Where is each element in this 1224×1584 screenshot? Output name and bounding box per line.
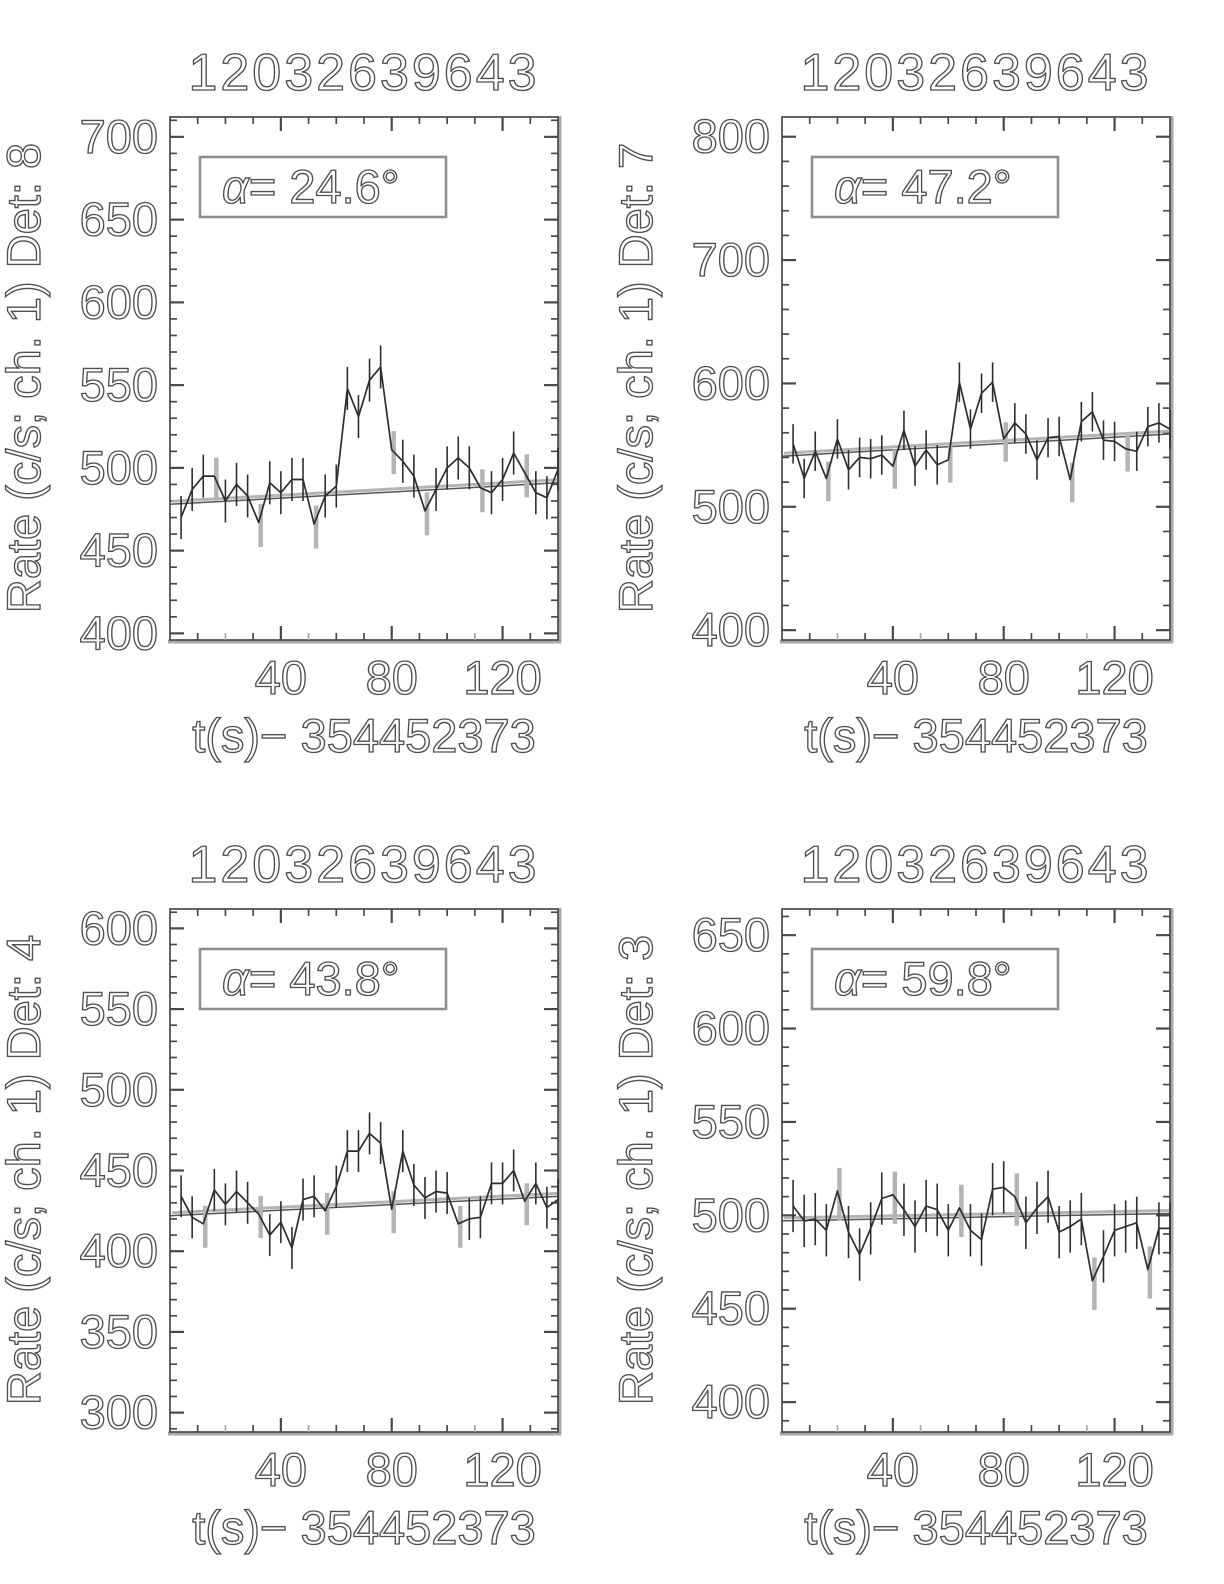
x-tick-label: 80 xyxy=(366,651,418,704)
alpha-value: = 43.8° xyxy=(249,952,400,1005)
error-bars xyxy=(792,362,1171,503)
alpha-label: α= 43.8° xyxy=(222,952,400,1005)
panel-det-4: 12032639643 Rate (c/s; ch. 1) Det: 4 t(s… xyxy=(0,792,612,1584)
x-axis-label: t(s)− 354452373 xyxy=(804,709,1148,762)
x-tick-label: 40 xyxy=(867,1443,919,1496)
y-tick-label: 500 xyxy=(80,1063,158,1116)
y-tick-label: 450 xyxy=(80,524,158,577)
lightcurve-series xyxy=(792,1186,1170,1282)
plot-dynamic: 40 80 120 400 450 500 550 600 650 xyxy=(691,907,1174,1497)
y-tick-label: 500 xyxy=(692,480,770,533)
panel-det-7: 12032639643 Rate (c/s; ch. 1) Det: 7 t(s… xyxy=(612,0,1224,792)
y-tick-label: 400 xyxy=(80,1224,158,1277)
x-axis-label: t(s)− 354452373 xyxy=(192,1501,536,1554)
alpha-annotation-box xyxy=(198,155,448,219)
y-tick-label: 700 xyxy=(80,110,158,163)
alpha-value: = 24.6° xyxy=(249,160,400,213)
panel-det-3: 12032639643 Rate (c/s; ch. 1) Det: 3 t(s… xyxy=(612,792,1224,1584)
y-tick-label: 650 xyxy=(692,908,770,961)
x-tick-label: 80 xyxy=(366,1443,418,1496)
alpha-symbol: α xyxy=(222,952,250,1005)
x-tick-label: 120 xyxy=(463,651,541,704)
y-tick-label: 300 xyxy=(80,1386,158,1439)
y-axis-label: Rate (c/s; ch. 1) Det: 4 xyxy=(0,935,50,1405)
chart-det-7: 12032639643 Rate (c/s; ch. 1) Det: 7 t(s… xyxy=(612,43,1174,763)
y-tick-label: 600 xyxy=(80,901,158,954)
y-tick-label: 500 xyxy=(692,1188,770,1241)
error-bars xyxy=(180,1112,559,1269)
alpha-annotation-box xyxy=(198,947,448,1011)
y-tick-label: 800 xyxy=(692,110,770,163)
axes xyxy=(168,908,562,1436)
lightcurve-series xyxy=(180,1132,559,1249)
x-axis-label: t(s)− 354452373 xyxy=(192,709,536,762)
alpha-label: α= 59.8° xyxy=(834,952,1012,1005)
y-tick-label: 650 xyxy=(80,193,158,246)
tick-labels: 40 80 120 400 450 500 550 600 650 700 xyxy=(79,109,543,704)
axes xyxy=(168,116,562,644)
y-tick-label: 400 xyxy=(692,1375,770,1428)
chart-title: 12032639643 xyxy=(188,836,539,894)
plot-dynamic: 40 80 120 400 450 500 550 600 650 700 xyxy=(79,109,562,705)
x-tick-label: 40 xyxy=(867,651,919,704)
alpha-label: α= 47.2° xyxy=(834,160,1012,213)
alpha-symbol: α xyxy=(834,160,862,213)
alpha-annotation-box xyxy=(810,947,1060,1011)
x-tick-label: 80 xyxy=(978,651,1030,704)
y-tick-label: 400 xyxy=(80,606,158,659)
y-tick-label: 500 xyxy=(80,441,158,494)
chart-det-4: 12032639643 Rate (c/s; ch. 1) Det: 4 t(s… xyxy=(0,835,562,1555)
trend-line xyxy=(781,429,1171,457)
plot-dynamic: 40 80 120 400 500 600 700 800 xyxy=(691,109,1174,705)
y-tick-label: 550 xyxy=(692,1095,770,1148)
x-tick-label: 120 xyxy=(1075,651,1153,704)
lightcurve-series xyxy=(180,366,559,525)
trend-line xyxy=(169,1191,559,1217)
y-axis-label: Rate (c/s; ch. 1) Det: 7 xyxy=(612,143,662,613)
y-tick-label: 400 xyxy=(692,603,770,656)
alpha-symbol: α xyxy=(834,952,862,1005)
y-tick-label: 450 xyxy=(692,1282,770,1335)
error-bars xyxy=(180,345,559,549)
panel-det-8: 12032639643 Rate (c/s; ch. 1) Det: 8 t(s… xyxy=(0,0,612,792)
x-tick-label: 120 xyxy=(463,1443,541,1496)
x-tick-label: 120 xyxy=(1075,1443,1153,1496)
alpha-symbol: α xyxy=(222,160,250,213)
x-tick-label: 40 xyxy=(255,1443,307,1496)
y-tick-label: 450 xyxy=(80,1144,158,1197)
x-axis-label: t(s)− 354452373 xyxy=(804,1501,1148,1554)
y-tick-label: 550 xyxy=(80,358,158,411)
x-tick-label: 40 xyxy=(255,651,307,704)
chart-title: 12032639643 xyxy=(800,44,1151,102)
y-tick-label: 700 xyxy=(692,233,770,286)
y-tick-label: 550 xyxy=(80,982,158,1035)
tick-labels: 40 80 120 400 500 600 700 800 xyxy=(691,109,1155,705)
chart-det-8: 12032639643 Rate (c/s; ch. 1) Det: 8 t(s… xyxy=(0,43,562,763)
x-tick-label: 80 xyxy=(978,1443,1030,1496)
y-axis-label: Rate (c/s; ch. 1) Det: 3 xyxy=(612,935,662,1405)
y-tick-label: 600 xyxy=(80,275,158,328)
axes xyxy=(780,116,1174,644)
y-axis-label: Rate (c/s; ch. 1) Det: 8 xyxy=(0,143,50,613)
chart-title: 12032639643 xyxy=(188,44,539,102)
y-tick-label: 600 xyxy=(692,356,770,409)
y-tick-label: 600 xyxy=(692,1002,770,1055)
alpha-annotation-box xyxy=(810,155,1060,219)
alpha-value: = 47.2° xyxy=(861,160,1012,213)
plot-dynamic: 40 80 120 300 350 400 450 500 550 600 xyxy=(79,901,562,1497)
axes xyxy=(780,908,1174,1436)
lightcurve-series xyxy=(792,381,1171,481)
chart-det-3: 12032639643 Rate (c/s; ch. 1) Det: 3 t(s… xyxy=(612,835,1174,1555)
chart-title: 12032639643 xyxy=(800,836,1151,894)
tick-labels: 40 80 120 300 350 400 450 500 550 600 xyxy=(79,901,543,1497)
alpha-value: = 59.8° xyxy=(861,952,1012,1005)
y-tick-label: 350 xyxy=(80,1305,158,1358)
tick-labels: 40 80 120 400 450 500 550 600 650 xyxy=(691,907,1155,1496)
alpha-label: α= 24.6° xyxy=(222,160,400,213)
